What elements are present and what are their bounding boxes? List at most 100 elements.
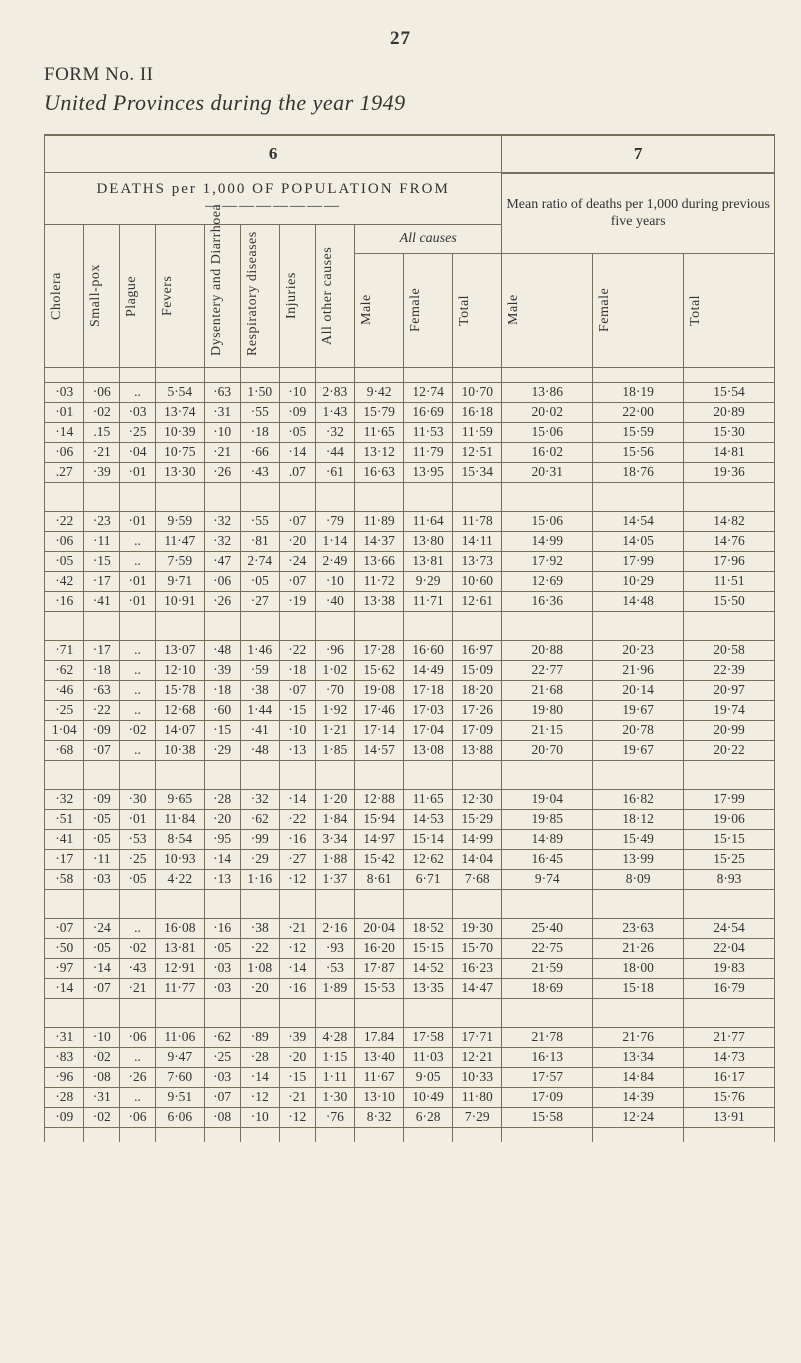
table-cell: 13·34	[593, 1047, 684, 1067]
table-cell: 16·02	[502, 442, 593, 462]
table-cell: 13·95	[404, 462, 453, 482]
table-cell: ·20	[204, 809, 240, 829]
table-cell: 3·34	[315, 829, 354, 849]
table-cell: 22·04	[684, 938, 775, 958]
table-cell: ·07	[204, 1087, 240, 1107]
table-cell: 18·00	[593, 958, 684, 978]
table-cell: 14·99	[502, 531, 593, 551]
table-cell: ·62	[204, 1027, 240, 1047]
table-cell: 14·49	[404, 660, 453, 680]
table-cell: 24·54	[684, 918, 775, 938]
table-cell: 19·83	[684, 958, 775, 978]
table-cell: ·25	[45, 700, 84, 720]
table-cell: ·68	[45, 740, 84, 760]
table-cell: 11·72	[355, 571, 404, 591]
table-cell: 16·69	[404, 402, 453, 422]
table-cell: 21·76	[593, 1027, 684, 1047]
table-cell: ..	[120, 531, 156, 551]
table-cell: ·14	[84, 958, 120, 978]
table-cell: ·95	[204, 829, 240, 849]
table-cell: 12·62	[404, 849, 453, 869]
table-cell: 19·67	[593, 700, 684, 720]
table-cell: 20·70	[502, 740, 593, 760]
table-row: ·06·21·0410·75·21·66·14·4413·1211·7912·5…	[45, 442, 775, 462]
table-cell: ..	[120, 700, 156, 720]
table-cell: 1·44	[240, 700, 279, 720]
table-cell: ·25	[204, 1047, 240, 1067]
table-cell: ·28	[45, 1087, 84, 1107]
table-cell: 14·84	[593, 1067, 684, 1087]
table-cell: 11·78	[453, 511, 502, 531]
col-female-mean: Female	[593, 253, 684, 367]
table-cell: 15·15	[684, 829, 775, 849]
table-cell: 11·53	[404, 422, 453, 442]
table-cell: 7·29	[453, 1107, 502, 1127]
table-cell: 14·37	[355, 531, 404, 551]
table-cell: 8·09	[593, 869, 684, 889]
table-cell: ·20	[240, 978, 279, 998]
table-cell: ·07	[279, 511, 315, 531]
table-cell: 1·84	[315, 809, 354, 829]
table-cell: 13·86	[502, 382, 593, 402]
table-cell: 15·42	[355, 849, 404, 869]
table-cell: ..	[120, 660, 156, 680]
table-cell: ·21	[84, 442, 120, 462]
table-cell: 14·81	[684, 442, 775, 462]
table-cell: ·32	[315, 422, 354, 442]
table-cell: ·05	[84, 809, 120, 829]
table-cell: 7·59	[155, 551, 204, 571]
table-cell: ·10	[279, 382, 315, 402]
table-cell: 14·48	[593, 591, 684, 611]
table-cell: 11·65	[404, 789, 453, 809]
table-row: ·25·22..12·68·601·44·151·9217·4617·0317·…	[45, 700, 775, 720]
table-cell: ·50	[45, 938, 84, 958]
table-cell: ·53	[120, 829, 156, 849]
table-cell: ·97	[45, 958, 84, 978]
table-row: ·07·24..16·08·16·38·212·1620·0418·5219·3…	[45, 918, 775, 938]
table-cell: 11·84	[155, 809, 204, 829]
table-cell: 11·80	[453, 1087, 502, 1107]
table-cell: 1·88	[315, 849, 354, 869]
table-cell: 14·53	[404, 809, 453, 829]
table-cell: ·21	[279, 918, 315, 938]
table-cell: ·16	[279, 978, 315, 998]
table-cell: ..	[120, 640, 156, 660]
table-cell: ·16	[45, 591, 84, 611]
table-cell: ·05	[204, 938, 240, 958]
table-row: ·09·02·066·06·08·10·12·768·326·287·2915·…	[45, 1107, 775, 1127]
table-cell: 1·04	[45, 720, 84, 740]
table-cell: 12·74	[404, 382, 453, 402]
col-cholera: Cholera	[45, 224, 84, 367]
table-cell: 2·49	[315, 551, 354, 571]
table-cell: ·07	[84, 978, 120, 998]
table-cell: ·03	[84, 869, 120, 889]
table-cell: ·96	[45, 1067, 84, 1087]
table-cell: ·27	[279, 849, 315, 869]
table-cell: 15·79	[355, 402, 404, 422]
table-cell: ·02	[120, 938, 156, 958]
table-cell: ·43	[240, 462, 279, 482]
table-cell: 16·36	[502, 591, 593, 611]
table-cell: 23·63	[593, 918, 684, 938]
table-cell: 11·06	[155, 1027, 204, 1047]
table-cell: 17·99	[684, 789, 775, 809]
table-cell: ..	[120, 551, 156, 571]
table-cell: ·14	[279, 789, 315, 809]
table-cell: 16·79	[684, 978, 775, 998]
table-cell: ·01	[120, 809, 156, 829]
table-cell: 15·54	[684, 382, 775, 402]
table-cell: ·28	[204, 789, 240, 809]
table-cell: 10·70	[453, 382, 502, 402]
table-cell: 21·15	[502, 720, 593, 740]
table-cell: 20·99	[684, 720, 775, 740]
table-cell: ·41	[240, 720, 279, 740]
table-cell: 21·77	[684, 1027, 775, 1047]
table-cell: ·14	[45, 422, 84, 442]
table-cell: 16·20	[355, 938, 404, 958]
table-cell: 10·93	[155, 849, 204, 869]
table-cell: ·21	[120, 978, 156, 998]
table-cell: 16·17	[684, 1067, 775, 1087]
table-cell: 7·60	[155, 1067, 204, 1087]
table-cell: ·26	[204, 462, 240, 482]
table-cell: 14·54	[593, 511, 684, 531]
